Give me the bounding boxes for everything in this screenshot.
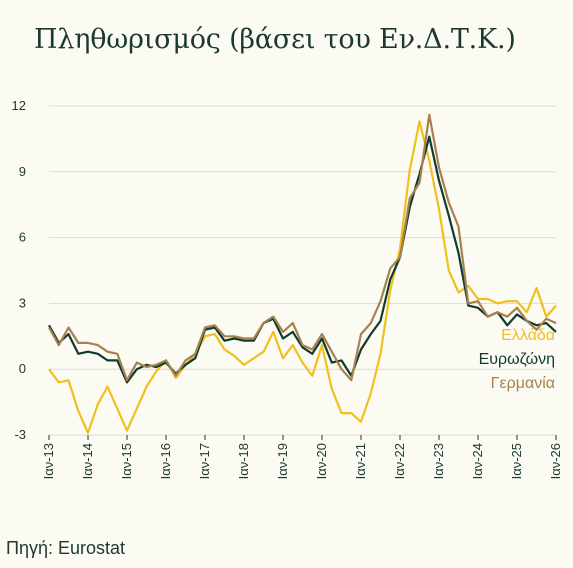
x-tick-label: Ιαν-22 bbox=[392, 443, 407, 479]
series-line bbox=[48, 135, 557, 384]
gridlines bbox=[49, 105, 556, 436]
x-axis-ticks: Ιαν-13 Ιαν-14 Ιαν-15 Ιαν-16 Ιαν-17 Ιαν-18 Ιαν-… bbox=[41, 435, 563, 479]
x-tick-label: Ιαν-14 bbox=[80, 443, 95, 479]
source-note: Πηγή: Eurostat bbox=[6, 538, 126, 558]
series-line bbox=[48, 120, 557, 434]
y-tick-label: 0 bbox=[19, 361, 26, 376]
x-tick-label: Ιαν-17 bbox=[197, 443, 212, 479]
series-label: Ελλάδα bbox=[501, 327, 555, 344]
x-tick-label: Ιαν-26 bbox=[548, 443, 563, 479]
series-label: Ευρωζώνη bbox=[479, 351, 555, 368]
x-tick-label: Ιαν-18 bbox=[236, 443, 251, 479]
chart-title: Πληθωρισμός (βάσει του Εν.Δ.Τ.Κ.) bbox=[34, 24, 516, 55]
x-tick-label: Ιαν-19 bbox=[275, 443, 290, 479]
series-line bbox=[48, 113, 557, 382]
series-labels: Ελλάδα Ευρωζώνη Γερμανία bbox=[479, 327, 555, 392]
x-tick-label: Ιαν-20 bbox=[314, 443, 329, 479]
y-tick-label: 6 bbox=[19, 230, 26, 245]
x-tick-label: Ιαν-24 bbox=[470, 443, 485, 479]
x-tick-label: Ιαν-16 bbox=[158, 443, 173, 479]
x-tick-label: Ιαν-21 bbox=[353, 443, 368, 479]
y-tick-label: 9 bbox=[19, 164, 26, 179]
x-tick-label: Ιαν-25 bbox=[509, 443, 524, 479]
series-lines bbox=[48, 113, 557, 434]
x-tick-label: Ιαν-23 bbox=[431, 443, 446, 479]
y-tick-label: 3 bbox=[19, 295, 26, 310]
y-tick-label: 12 bbox=[12, 98, 26, 113]
y-tick-label: -3 bbox=[14, 427, 26, 442]
y-axis-ticks: -3 0 3 6 9 12 bbox=[12, 98, 26, 442]
x-tick-label: Ιαν-15 bbox=[119, 443, 134, 479]
x-tick-label: Ιαν-13 bbox=[41, 443, 56, 479]
series-label: Γερμανία bbox=[491, 375, 555, 392]
